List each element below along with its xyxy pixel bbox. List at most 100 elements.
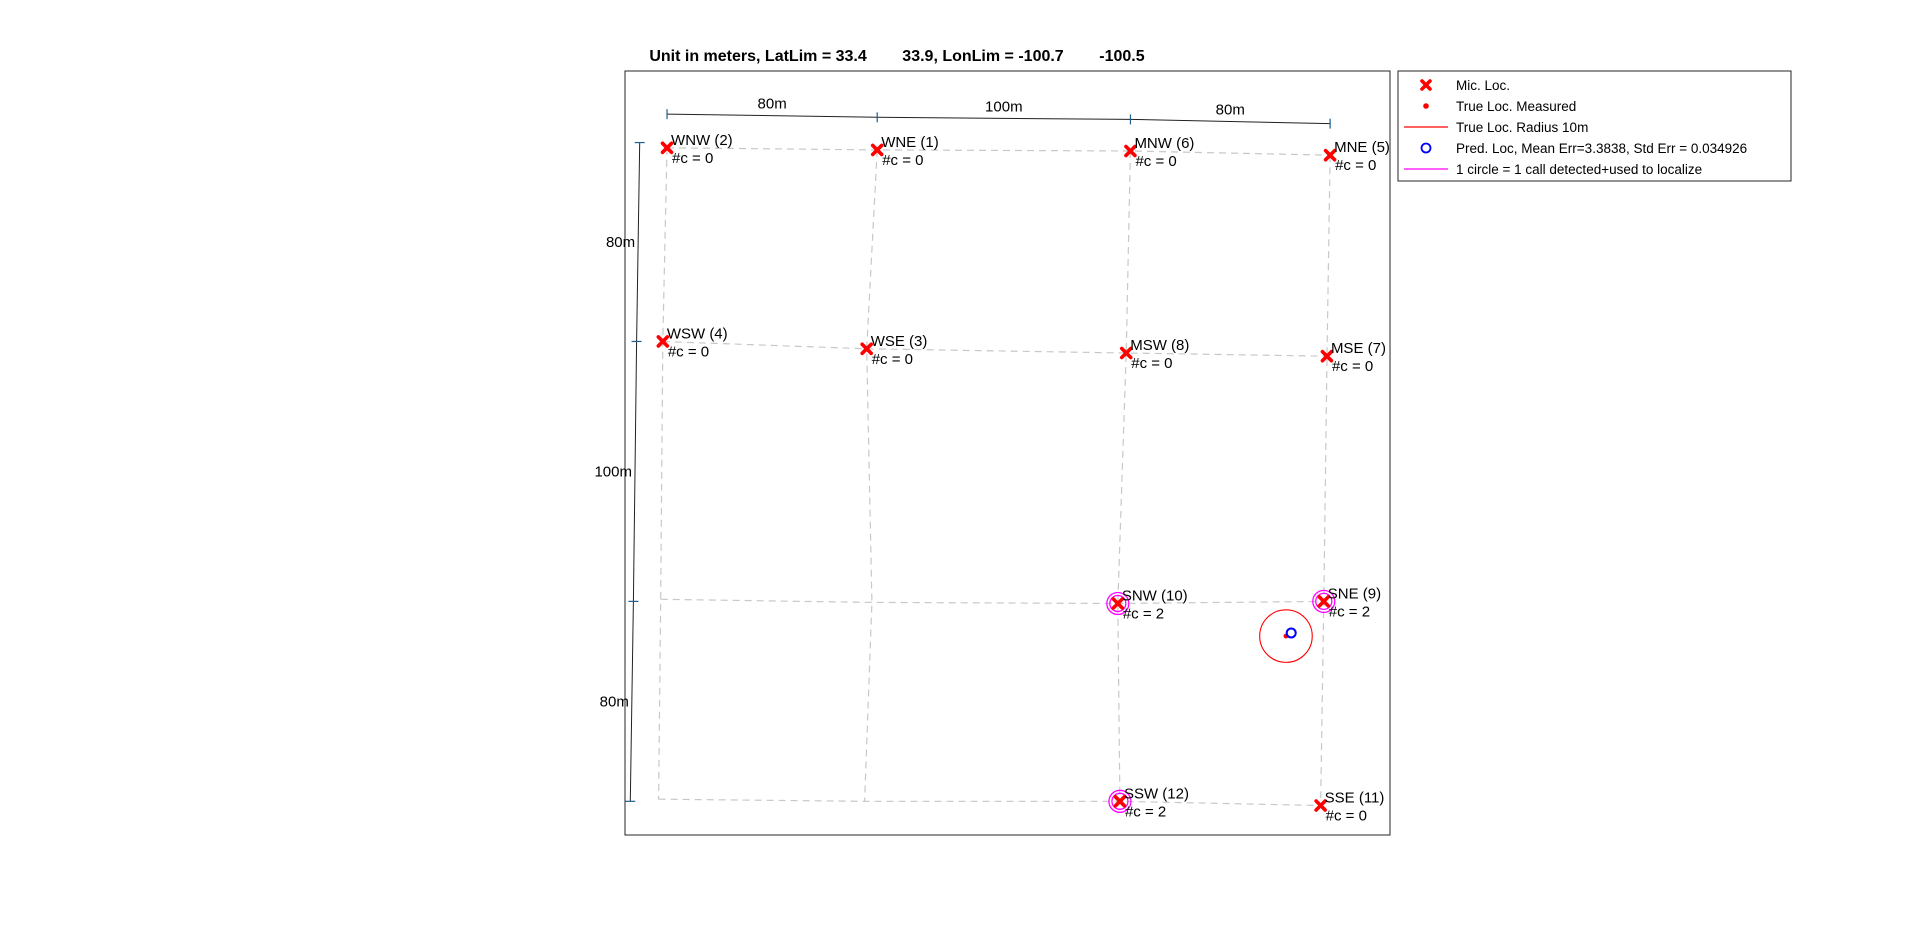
legend-label: True Loc. Radius 10m [1456,120,1588,135]
predicted-location-point [1285,627,1297,639]
mic-marker [1320,349,1334,363]
mic-point: SNE (9)#c = 2 [1312,585,1381,620]
call-circle [1312,589,1336,614]
mic-label: MNW (6) [1134,135,1194,152]
mic-marker [860,342,873,356]
mic-marker [1111,597,1125,610]
mic-marker [660,141,674,155]
x-marker-stroke [1320,349,1334,363]
mic-label: WNE (1) [881,134,939,151]
left-scale-bar: 80m 100m 80m [594,141,645,802]
left-scale-line [629,142,641,802]
grid-column-line [1320,155,1331,806]
scale-label: 100m [985,98,1023,115]
mic-point: WSE (3)#c = 0 [860,333,928,368]
legend-label: Pred. Loc, Mean Err=3.3838, Std Err = 0.… [1456,141,1747,156]
mic-call-count: #c = 2 [1329,603,1370,620]
mic-point: MNW (6)#c = 0 [1124,135,1194,170]
mic-label: SSW (12) [1124,785,1189,802]
mic-point: WSW (4)#c = 0 [656,325,728,360]
call-circle [1109,594,1127,613]
call-circle [1315,592,1333,611]
x-marker-stroke [860,342,873,356]
mic-marker [656,335,670,348]
mic-point: SSE (11)#c = 0 [1314,790,1385,825]
mic-label: MSE (7) [1331,340,1386,357]
mic-call-count: #c = 0 [882,152,923,169]
legend-dot [1423,103,1429,109]
x-marker-stroke [1113,795,1127,808]
grid-row-line [662,340,1328,357]
legend-box [1397,70,1792,182]
mic-point: MNE (5)#c = 0 [1323,139,1390,174]
mic-label: MNE (5) [1334,139,1390,156]
grid-column-line [658,147,668,800]
x-marker-stroke [1119,346,1133,360]
scale-label: 100m [594,463,632,480]
mic-label: SNE (9) [1328,585,1381,602]
legend-blue-circle [1420,142,1432,154]
scale-label: 80m [1216,102,1245,119]
call-circle [1108,789,1132,813]
legend-items: Mic. Loc. True Loc. Measured True Loc. Rad… [1404,78,1747,177]
mic-point: SSW (12)#c = 2 [1108,785,1189,820]
top-scale-line [666,113,1331,125]
mic-call-count: #c = 0 [672,150,713,167]
top-scale-bar: 80m 100m 80m [666,96,1331,129]
true-location-radius [1259,609,1313,663]
grid-column-line [864,149,878,802]
x-marker-stroke [1111,597,1125,610]
mic-call-count: #c = 0 [1131,355,1172,372]
mic-label: WNW (2) [671,132,733,149]
mic-call-count: #c = 2 [1123,605,1164,622]
legend-item: Pred. Loc, Mean Err=3.3838, Std Err = 0.… [1420,141,1747,156]
plot-axes-box [624,70,1391,836]
grid-row-line [666,147,1331,156]
x-marker-stroke [1323,148,1337,162]
mic-call-count: #c = 0 [1135,153,1176,170]
chart-title: Unit in meters, LatLim = 33.4 33.9, LonL… [649,48,1144,65]
mic-marker [1323,148,1337,162]
legend-x-marker [1420,79,1432,91]
mic-call-count: #c = 2 [1125,803,1166,820]
mic-marker [1119,346,1133,360]
legend-label: Mic. Loc. [1456,78,1510,93]
x-marker-stroke [1317,595,1331,608]
mic-point: WNE (1)#c = 0 [870,134,939,169]
legend: Mic. Loc. True Loc. Measured True Loc. Rad… [1397,70,1792,182]
mic-label: WSE (3) [871,333,928,350]
mic-label: SSE (11) [1325,790,1385,807]
legend-label: True Loc. Measured [1456,99,1576,114]
legend-item: 1 circle = 1 call detected+used to local… [1404,162,1702,177]
scale-label: 80m [600,693,629,710]
mic-label: MSW (8) [1130,337,1189,354]
scale-label: 80m [606,234,635,251]
mic-point: MSW (8)#c = 0 [1119,337,1189,372]
mic-call-count: #c = 0 [668,343,709,360]
scale-label: 80m [758,96,787,113]
mic-marker [1124,144,1137,158]
mic-call-count: #c = 0 [1335,157,1376,174]
mic-label: WSW (4) [667,325,728,342]
mic-point: MSE (7)#c = 0 [1320,340,1386,375]
mic-label: SNW (10) [1122,587,1188,604]
legend-item: True Loc. Radius 10m [1404,120,1588,135]
mic-marker [870,143,884,157]
dashed-grid [658,147,1331,807]
legend-item: True Loc. Measured [1423,99,1576,114]
x-marker-stroke [870,143,884,157]
mic-point: WNW (2)#c = 0 [660,132,733,167]
x-marker-stroke [1314,799,1327,812]
legend-item: Mic. Loc. [1420,78,1510,93]
call-circle [1111,792,1129,810]
call-circle [1106,591,1130,616]
mic-marker [1317,595,1331,608]
grid-column-line [1117,150,1131,802]
x-marker-stroke [660,141,674,155]
x-marker-stroke [1420,79,1432,91]
mic-point: SNW (10)#c = 2 [1106,587,1188,622]
x-marker-stroke [1124,144,1137,158]
mic-marker [1314,799,1327,812]
mic-call-count: #c = 0 [1332,358,1373,375]
